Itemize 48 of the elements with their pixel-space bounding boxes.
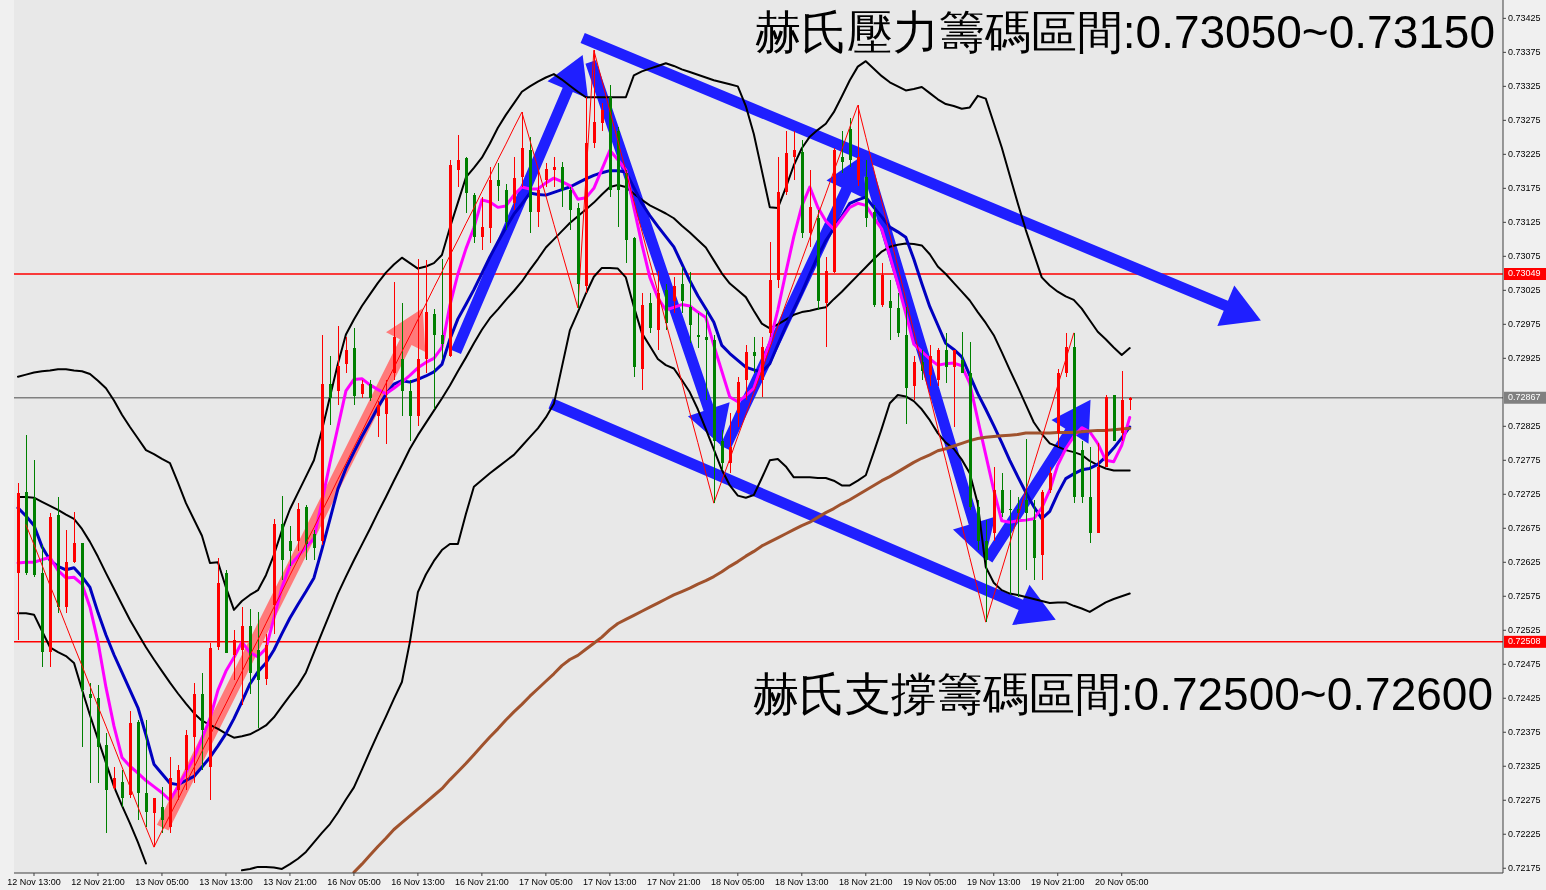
y-tick-label: 0.72725 xyxy=(1508,488,1541,499)
y-tick-label: 0.72575 xyxy=(1508,590,1541,601)
y-tick-label: 0.72525 xyxy=(1508,624,1541,635)
y-tick-label: 0.72275 xyxy=(1508,794,1541,805)
annotation: 赫氏支撐籌碼區間:0.72500~0.72600 xyxy=(752,668,1493,720)
y-tick-label: 0.73325 xyxy=(1508,80,1541,91)
x-tick-label: 19 Nov 13:00 xyxy=(966,877,1021,887)
y-tick-label: 0.72475 xyxy=(1508,658,1541,669)
x-tick-label: 16 Nov 05:00 xyxy=(327,877,381,887)
y-tick-label: 0.72775 xyxy=(1508,454,1541,465)
x-tick-label: 13 Nov 05:00 xyxy=(135,877,189,887)
y-tick-label: 0.72175 xyxy=(1508,862,1541,873)
y-tick-label: 0.72375 xyxy=(1508,726,1541,737)
x-tick-label: 19 Nov 21:00 xyxy=(1030,877,1085,887)
y-tick-label: 0.73275 xyxy=(1508,114,1541,125)
x-tick-label: 13 Nov 21:00 xyxy=(263,877,317,887)
y-tick-label: 0.72425 xyxy=(1508,692,1541,703)
y-tick-label: 0.72825 xyxy=(1508,420,1541,431)
x-tick-label: 18 Nov 05:00 xyxy=(711,877,765,887)
x-tick-label: 13 Nov 13:00 xyxy=(199,877,253,887)
y-tick-label: 0.72325 xyxy=(1508,760,1541,771)
x-tick-label: 17 Nov 13:00 xyxy=(583,877,637,887)
y-tick-label: 0.72975 xyxy=(1508,318,1541,329)
ref-line-label: 0.72867 xyxy=(1508,392,1541,403)
y-tick-label: 0.72625 xyxy=(1508,556,1541,567)
y-tick-label: 0.73425 xyxy=(1508,12,1541,23)
y-tick-label: 0.73175 xyxy=(1508,182,1541,193)
x-tick-label: 12 Nov 21:00 xyxy=(71,877,125,887)
ref-line-label: 0.73049 xyxy=(1508,268,1541,279)
x-tick-label: 12 Nov 13:00 xyxy=(7,877,61,887)
x-tick-label: 17 Nov 21:00 xyxy=(647,877,701,887)
y-tick-label: 0.72925 xyxy=(1508,352,1541,363)
y-tick-label: 0.73225 xyxy=(1508,148,1541,159)
x-tick-label: 18 Nov 21:00 xyxy=(839,877,893,887)
x-tick-label: 20 Nov 05:00 xyxy=(1094,877,1149,887)
annotation: 赫氏壓力籌碼區間:0.73050~0.73150 xyxy=(754,6,1495,58)
x-tick-label: 17 Nov 05:00 xyxy=(519,877,573,887)
y-tick-label: 0.73025 xyxy=(1508,284,1541,295)
y-tick-label: 0.73375 xyxy=(1508,46,1541,57)
y-tick-label: 0.73075 xyxy=(1508,250,1541,261)
y-tick-label: 0.73125 xyxy=(1508,216,1541,227)
y-tick-label: 0.72675 xyxy=(1508,522,1541,533)
x-tick-label: 16 Nov 13:00 xyxy=(391,877,445,887)
x-tick-label: 19 Nov 05:00 xyxy=(903,877,957,887)
ref-line-label: 0.72508 xyxy=(1508,636,1541,647)
x-tick-label: 16 Nov 21:00 xyxy=(455,877,509,887)
y-tick-label: 0.72225 xyxy=(1508,828,1541,839)
x-tick-label: 18 Nov 13:00 xyxy=(775,877,829,887)
